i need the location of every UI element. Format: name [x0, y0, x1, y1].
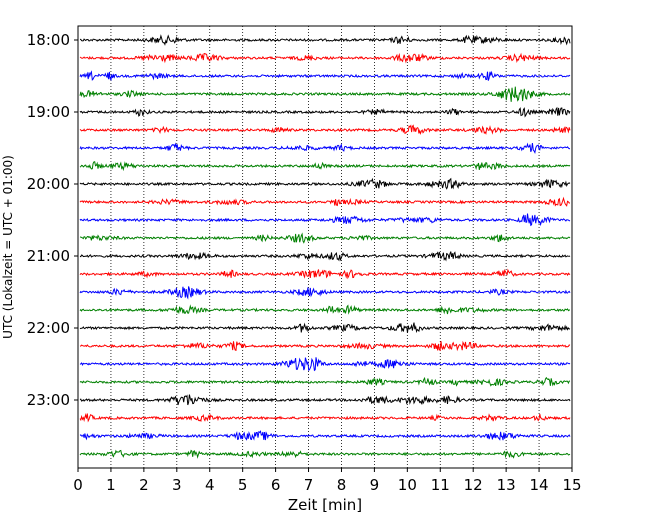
x-ticks: 0 1 2 3 4 5 6 7 8 9 10 11 12 13 14 15 — [73, 468, 582, 494]
trace-line — [79, 376, 571, 387]
trace-line — [79, 394, 571, 406]
x-tick-label: 10 — [398, 476, 417, 494]
trace-line — [79, 34, 571, 46]
x-tick-label: 12 — [464, 476, 483, 494]
x-tick-label: 9 — [370, 476, 380, 494]
x-tick-label: 15 — [562, 476, 581, 494]
plot-background — [78, 26, 572, 468]
x-tick-label: 5 — [238, 476, 248, 494]
x-axis-label: Zeit [min] — [288, 496, 362, 514]
trace-line — [79, 161, 571, 172]
trace-line — [79, 412, 571, 423]
y-axis-label: UTC (Lokalzeit = UTC + 01:00) — [1, 155, 15, 339]
trace-line — [79, 124, 571, 135]
x-tick-label: 13 — [497, 476, 516, 494]
trace-line — [79, 142, 571, 155]
y-tick-label: 19:00 — [27, 103, 70, 121]
trace-line — [79, 340, 571, 352]
trace-line — [79, 86, 571, 102]
trace-line — [79, 196, 570, 207]
trace-line — [79, 430, 571, 441]
trace-line — [79, 70, 571, 81]
trace-line — [79, 52, 571, 64]
y-tick-label: 20:00 — [27, 175, 70, 193]
x-tick-label: 4 — [205, 476, 215, 494]
trace-line — [79, 251, 571, 262]
trace-line — [79, 322, 571, 334]
x-tick-label: 3 — [172, 476, 182, 494]
x-tick-label: 1 — [106, 476, 116, 494]
x-tick-label: 0 — [73, 476, 83, 494]
traces — [79, 34, 571, 459]
x-tick-label: 8 — [337, 476, 347, 494]
x-tick-label: 6 — [271, 476, 281, 494]
y-tick-label: 22:00 — [27, 319, 70, 337]
y-ticks: 18:00 19:00 20:00 21:00 22:00 23:00 — [27, 31, 78, 409]
y-tick-label: 21:00 — [27, 247, 70, 265]
trace-line — [79, 213, 571, 227]
trace-line — [79, 177, 571, 190]
trace-line — [79, 268, 571, 280]
y-tick-label: 18:00 — [27, 31, 70, 49]
plot-frame — [77, 25, 573, 469]
trace-line — [79, 304, 571, 315]
x-tick-label: 14 — [530, 476, 549, 494]
trace-line — [79, 357, 571, 372]
trace-line — [79, 286, 571, 300]
x-tick-label: 7 — [304, 476, 314, 494]
trace-line — [79, 232, 571, 244]
y-tick-label: 23:00 — [27, 391, 70, 409]
x-tick-label: 2 — [139, 476, 149, 494]
x-tick-label: 11 — [431, 476, 450, 494]
trace-line — [79, 106, 571, 118]
trace-line — [79, 449, 571, 459]
